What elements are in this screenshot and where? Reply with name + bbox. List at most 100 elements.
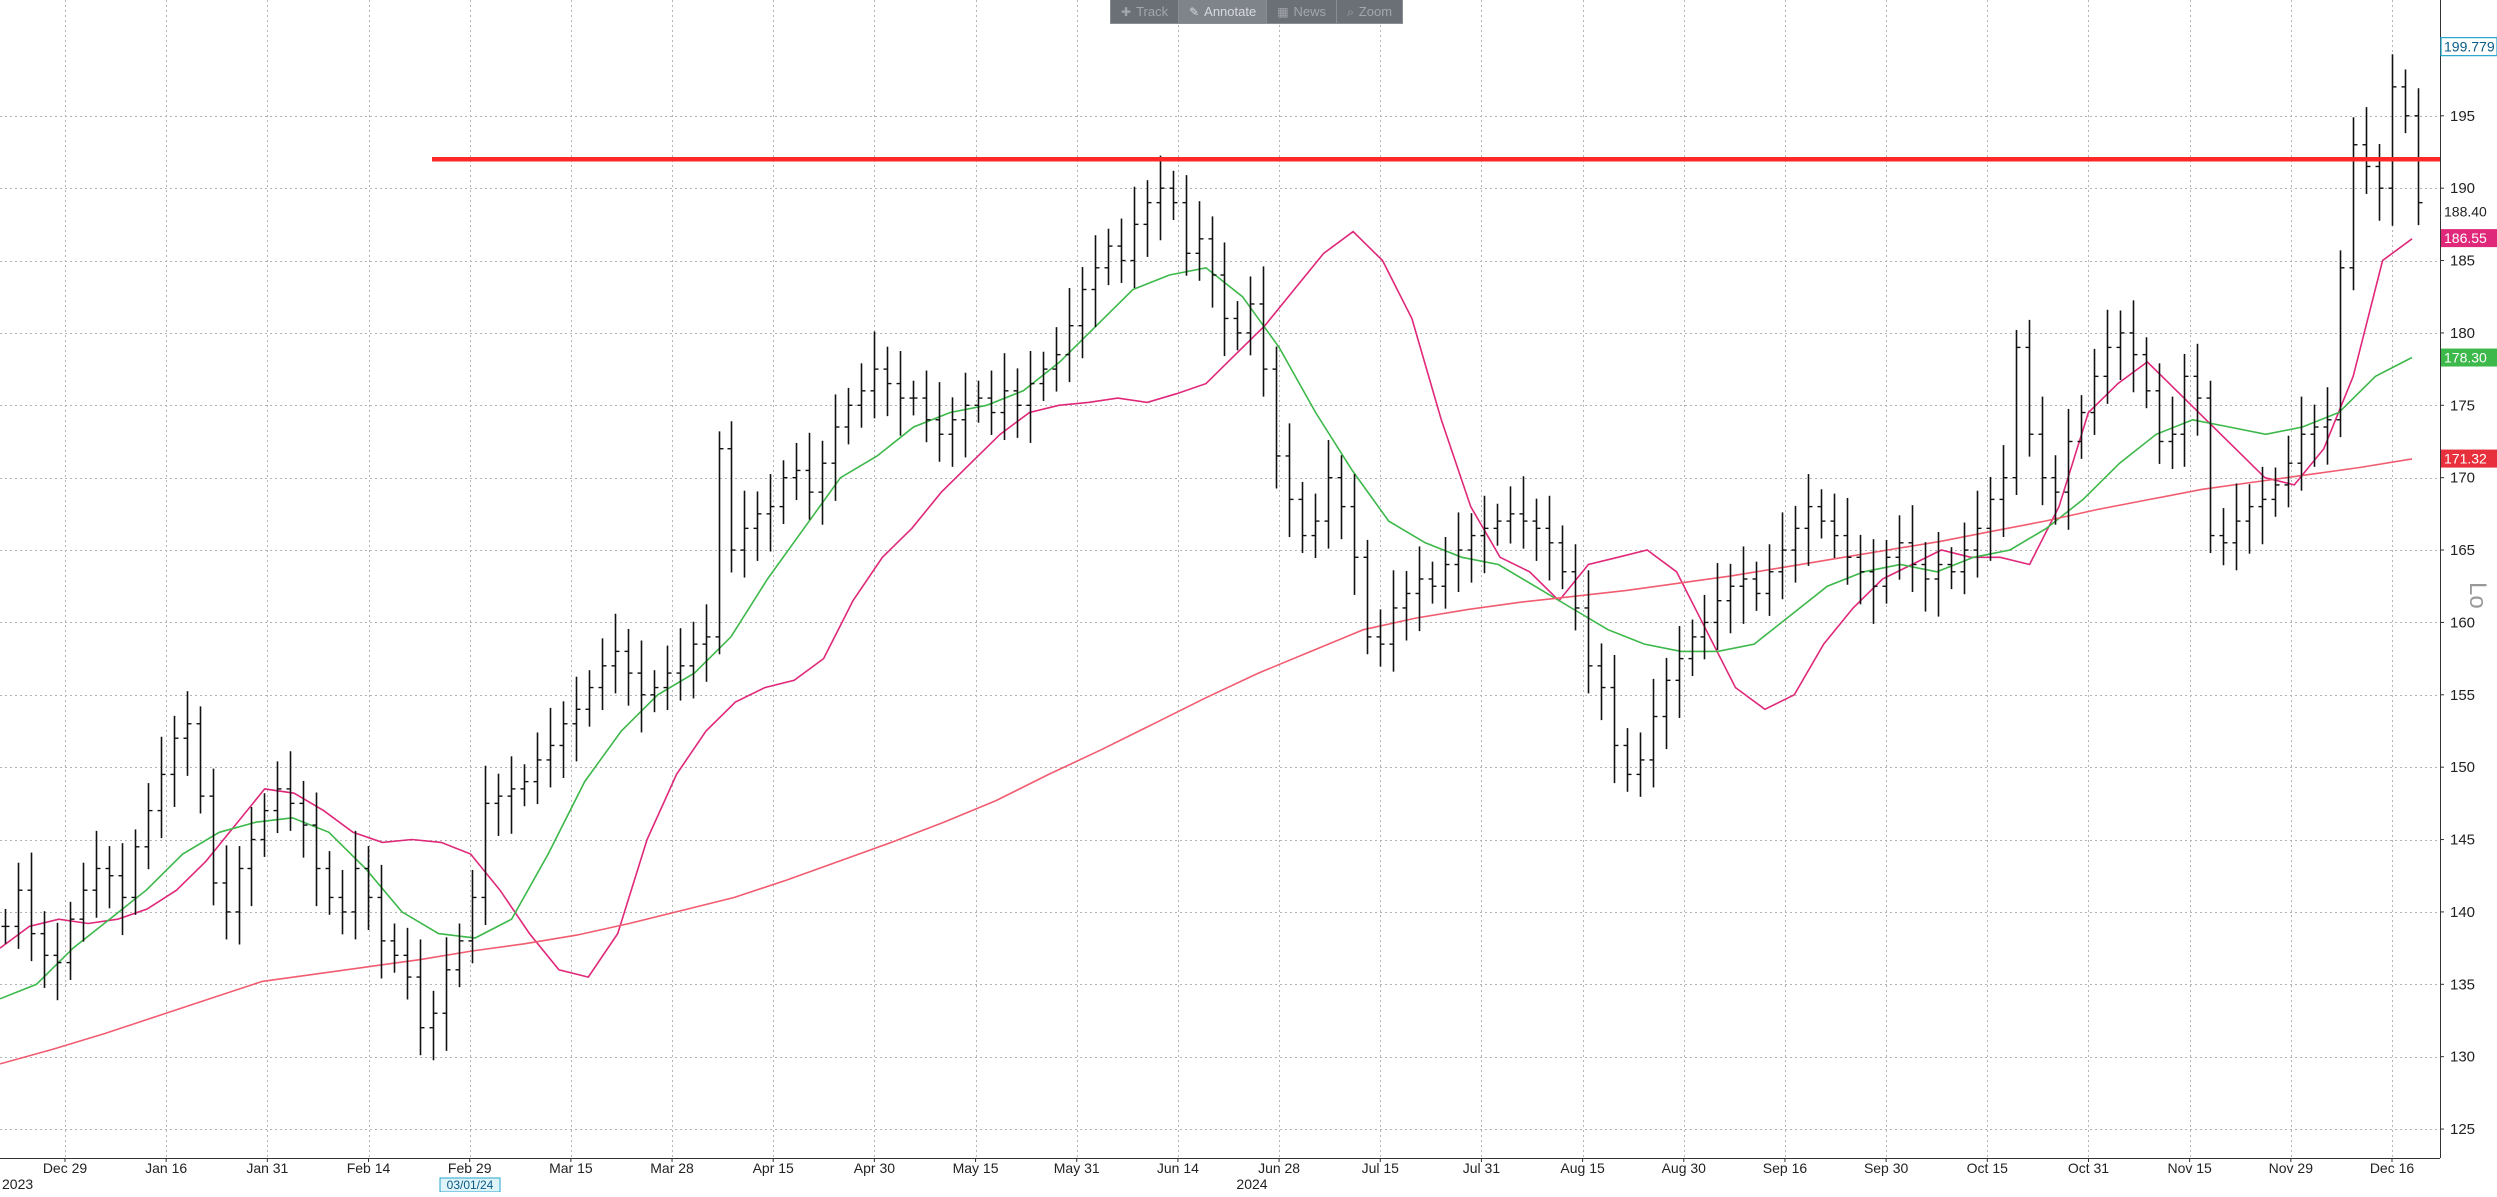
grid bbox=[0, 0, 2440, 1158]
ohlc-bar bbox=[1013, 368, 1022, 438]
value-tag-label: 171.32 bbox=[2444, 451, 2487, 467]
x-tick-label: Mar 28 bbox=[650, 1160, 694, 1176]
price-bars bbox=[1, 54, 2423, 1061]
ohlc-bar bbox=[1947, 547, 1956, 590]
ohlc-bar bbox=[1739, 546, 1748, 624]
ohlc-bar bbox=[1921, 542, 1930, 612]
x-tick-label: Nov 15 bbox=[2167, 1160, 2212, 1176]
track-button[interactable]: ✚ Track bbox=[1111, 0, 1180, 23]
ohlc-bar bbox=[1298, 482, 1307, 553]
ohlc-bar bbox=[1259, 266, 1268, 397]
ohlc-bar bbox=[40, 911, 49, 988]
ohlc-bar bbox=[2155, 363, 2164, 464]
date-marker-label: 03/01/24 bbox=[447, 1178, 494, 1192]
x-tick-label: May 15 bbox=[953, 1160, 999, 1176]
ohlc-bar bbox=[416, 939, 425, 1056]
ohlc-bar bbox=[2297, 396, 2306, 491]
ohlc-bar bbox=[974, 380, 983, 423]
x-tick-label: May 31 bbox=[1054, 1160, 1100, 1176]
ohlc-bar bbox=[273, 761, 282, 834]
ohlc-bar bbox=[403, 927, 412, 1000]
ohlc-bar bbox=[1597, 643, 1606, 721]
ohlc-bar bbox=[338, 869, 347, 935]
chart-toolbar: ✚ Track ✎ Annotate ▦ News ⌕ Zoom bbox=[1110, 0, 1404, 24]
ohlc-bar bbox=[779, 460, 788, 524]
ohlc-bar bbox=[2064, 408, 2073, 530]
ohlc-bar bbox=[66, 901, 75, 980]
ohlc-bar bbox=[1467, 513, 1476, 583]
ohlc-bar bbox=[1817, 489, 1826, 539]
ohlc-bar bbox=[1156, 155, 1165, 241]
annotate-button[interactable]: ✎ Annotate bbox=[1179, 0, 1268, 23]
ohlc-bar bbox=[2388, 54, 2397, 226]
x-tick-label: Nov 29 bbox=[2269, 1160, 2314, 1176]
ohlc-bar bbox=[442, 937, 451, 1051]
ohlc-bar bbox=[857, 363, 866, 428]
y-tick-label: 170 bbox=[2450, 470, 2475, 487]
value-tag: 178.30 bbox=[2441, 348, 2497, 367]
ohlc-bar bbox=[1233, 301, 1242, 351]
ohlc-bar bbox=[948, 397, 957, 467]
ohlc-bar bbox=[2401, 69, 2410, 134]
ohlc-bar bbox=[299, 780, 308, 858]
axis-scale-label: Lo bbox=[2464, 582, 2491, 609]
y-tick-label: 180 bbox=[2450, 325, 2475, 342]
ohlc-bar bbox=[1700, 594, 1709, 660]
value-tag: 188.40 bbox=[2441, 202, 2497, 221]
ohlc-bar bbox=[2025, 319, 2034, 457]
ohlc-bar bbox=[1908, 505, 1917, 593]
ohlc-bar bbox=[131, 829, 140, 915]
x-tick-label: Sep 16 bbox=[1763, 1160, 1808, 1176]
ohlc-bar bbox=[2129, 300, 2138, 393]
ohlc-bar bbox=[1610, 654, 1619, 784]
ohlc-bar bbox=[1376, 609, 1385, 667]
ohlc-bar bbox=[14, 862, 23, 949]
ohlc-bar bbox=[27, 852, 36, 962]
ohlc-bar bbox=[2012, 330, 2021, 496]
ohlc-bar bbox=[92, 830, 101, 918]
ohlc-bar bbox=[546, 707, 555, 788]
year-label: 2024 bbox=[1236, 1176, 1267, 1192]
ohlc-bar bbox=[598, 638, 607, 710]
ohlc-bar bbox=[585, 670, 594, 727]
value-tag: 199.779 bbox=[2440, 37, 2497, 57]
ohlc-bar bbox=[2193, 343, 2202, 436]
x-tick-label: Jul 31 bbox=[1463, 1160, 1501, 1176]
y-tick-label: 190 bbox=[2450, 180, 2475, 197]
x-tick-label: Jan 16 bbox=[145, 1160, 187, 1176]
ohlc-bar bbox=[170, 715, 179, 807]
ohlc-bar bbox=[909, 380, 918, 416]
zoom-button[interactable]: ⌕ Zoom bbox=[1337, 0, 1403, 23]
ohlc-bar bbox=[1623, 728, 1632, 792]
ohlc-bar bbox=[1960, 522, 1969, 595]
x-tick-label: Apr 15 bbox=[753, 1160, 794, 1176]
ohlc-bar bbox=[1791, 505, 1800, 583]
ohlc-bar bbox=[2336, 250, 2345, 438]
ohlc-bar bbox=[1130, 186, 1139, 289]
ohlc-bar bbox=[1208, 216, 1217, 308]
ohlc-bar bbox=[844, 387, 853, 445]
value-tag-label: 199.779 bbox=[2444, 39, 2495, 55]
ohlc-bar bbox=[1571, 544, 1580, 631]
ohlc-bar bbox=[1856, 534, 1865, 605]
ohlc-bar bbox=[247, 806, 256, 907]
ohlc-bar bbox=[1662, 657, 1671, 750]
ohlc-bar bbox=[235, 846, 244, 945]
news-button[interactable]: ▦ News bbox=[1267, 0, 1338, 23]
value-tag-box bbox=[2441, 229, 2497, 248]
ohlc-bar bbox=[390, 923, 399, 973]
ohlc-bar bbox=[1675, 626, 1684, 718]
ohlc-bar bbox=[1506, 486, 1515, 544]
ohlc-bar bbox=[1065, 288, 1074, 383]
ohlc-bar bbox=[1752, 561, 1761, 611]
ohlc-bar bbox=[351, 830, 360, 940]
y-tick-label: 155 bbox=[2450, 687, 2475, 704]
ohlc-bar bbox=[118, 843, 127, 936]
ohlc-bar bbox=[870, 331, 879, 419]
ohlc-bar bbox=[1558, 525, 1567, 590]
ohlc-bar bbox=[740, 490, 749, 578]
ohlc-bar bbox=[715, 431, 724, 655]
